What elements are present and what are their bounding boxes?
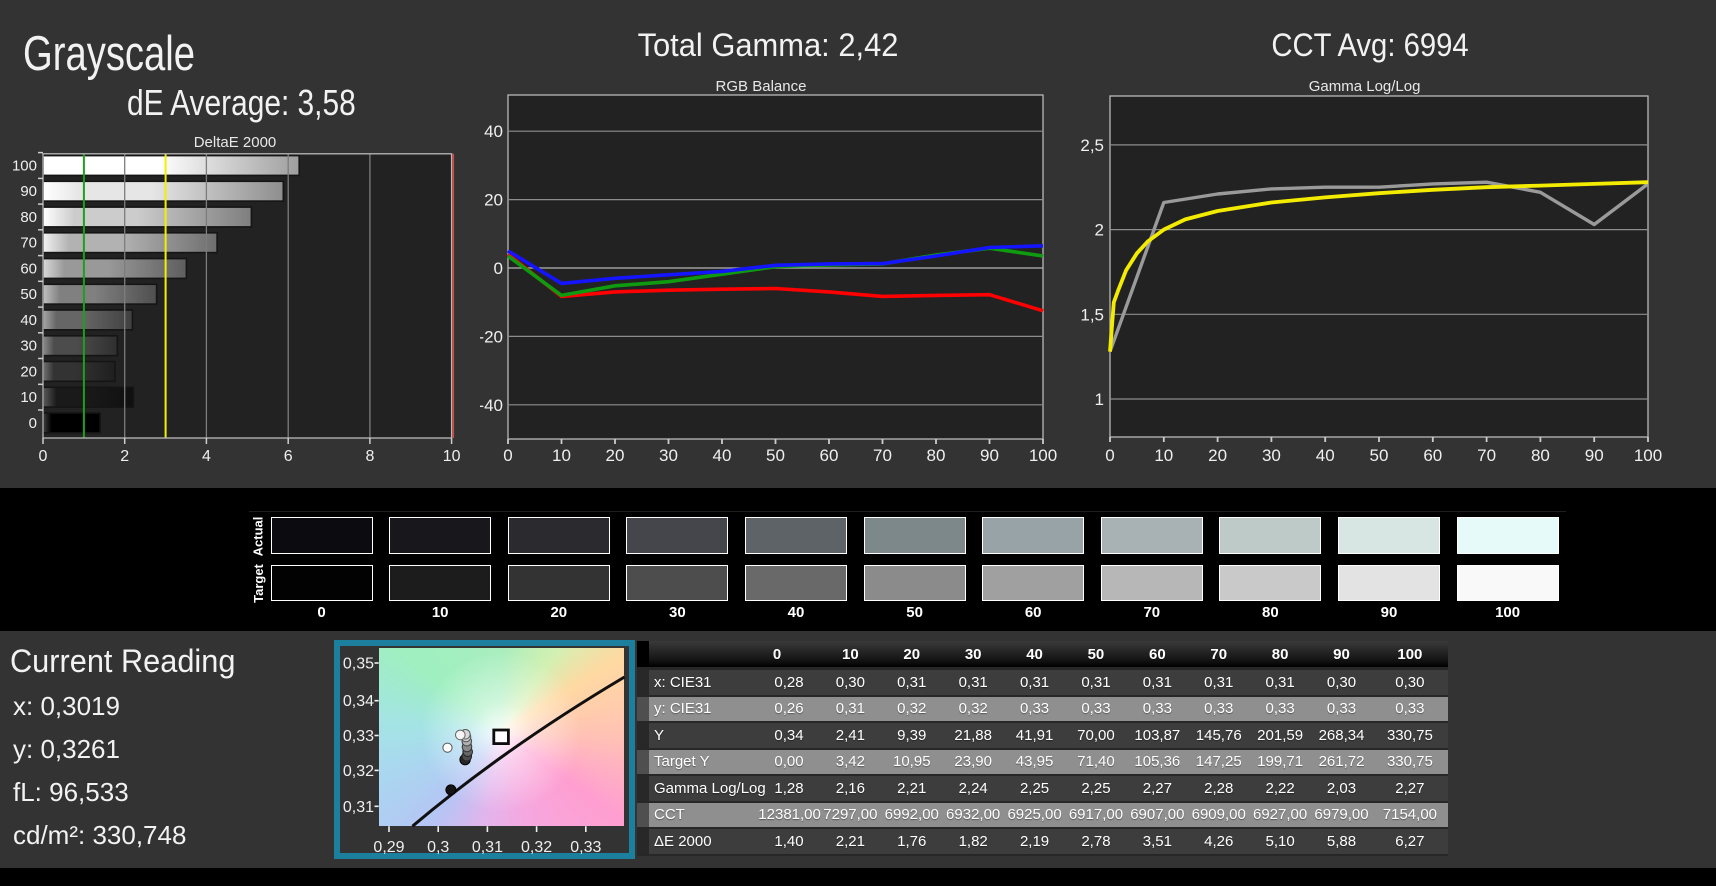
svg-text:0,29: 0,29: [373, 839, 404, 856]
svg-text:10: 10: [20, 389, 37, 406]
svg-text:4: 4: [202, 448, 211, 465]
svg-text:40: 40: [484, 122, 503, 141]
svg-text:0: 0: [39, 448, 48, 465]
svg-text:30: 30: [659, 446, 678, 465]
svg-text:80: 80: [1531, 446, 1550, 465]
svg-text:8: 8: [365, 448, 374, 465]
svg-text:50: 50: [1370, 446, 1389, 465]
svg-text:0,31: 0,31: [472, 839, 503, 856]
svg-text:0,34: 0,34: [343, 693, 374, 710]
svg-text:20: 20: [606, 446, 625, 465]
svg-text:RGB Balance: RGB Balance: [716, 80, 807, 95]
svg-text:100: 100: [1634, 446, 1662, 465]
svg-text:Gamma Log/Log: Gamma Log/Log: [1309, 80, 1421, 95]
svg-text:90: 90: [20, 183, 37, 200]
svg-text:30: 30: [1262, 446, 1281, 465]
svg-text:6: 6: [284, 448, 293, 465]
svg-text:60: 60: [20, 261, 37, 278]
svg-text:20: 20: [1208, 446, 1227, 465]
svg-text:70: 70: [1477, 446, 1496, 465]
svg-text:0,35: 0,35: [343, 656, 374, 673]
svg-text:70: 70: [20, 235, 37, 252]
svg-text:0,33: 0,33: [343, 728, 374, 745]
svg-text:0: 0: [503, 446, 512, 465]
svg-text:80: 80: [927, 446, 946, 465]
svg-text:0: 0: [1105, 446, 1114, 465]
svg-text:20: 20: [20, 363, 37, 380]
svg-text:0,3: 0,3: [427, 839, 449, 856]
svg-text:40: 40: [20, 312, 37, 329]
svg-text:0: 0: [494, 259, 503, 278]
svg-text:0,32: 0,32: [343, 763, 374, 780]
svg-text:30: 30: [20, 338, 37, 355]
svg-text:40: 40: [713, 446, 732, 465]
svg-text:80: 80: [20, 209, 37, 226]
svg-text:2: 2: [120, 448, 129, 465]
svg-text:DeltaE 2000: DeltaE 2000: [194, 134, 277, 151]
svg-text:0,32: 0,32: [521, 839, 552, 856]
svg-text:100: 100: [1029, 446, 1057, 465]
svg-text:60: 60: [1423, 446, 1442, 465]
svg-text:20: 20: [484, 191, 503, 210]
svg-text:50: 50: [20, 286, 37, 303]
svg-text:90: 90: [1585, 446, 1604, 465]
svg-text:1,5: 1,5: [1080, 305, 1104, 324]
svg-text:100: 100: [12, 158, 37, 175]
svg-text:-20: -20: [480, 327, 503, 346]
svg-text:-40: -40: [480, 396, 503, 415]
svg-text:0,33: 0,33: [570, 839, 601, 856]
svg-text:2: 2: [1095, 221, 1104, 240]
svg-text:70: 70: [873, 446, 892, 465]
svg-text:0: 0: [29, 415, 37, 432]
svg-text:0,31: 0,31: [343, 799, 374, 816]
svg-text:50: 50: [766, 446, 785, 465]
svg-text:10: 10: [1154, 446, 1173, 465]
svg-text:90: 90: [980, 446, 999, 465]
svg-text:10: 10: [443, 448, 461, 465]
svg-text:60: 60: [820, 446, 839, 465]
svg-text:10: 10: [552, 446, 571, 465]
svg-text:2,5: 2,5: [1080, 136, 1104, 155]
svg-text:40: 40: [1316, 446, 1335, 465]
svg-text:1: 1: [1095, 390, 1104, 409]
